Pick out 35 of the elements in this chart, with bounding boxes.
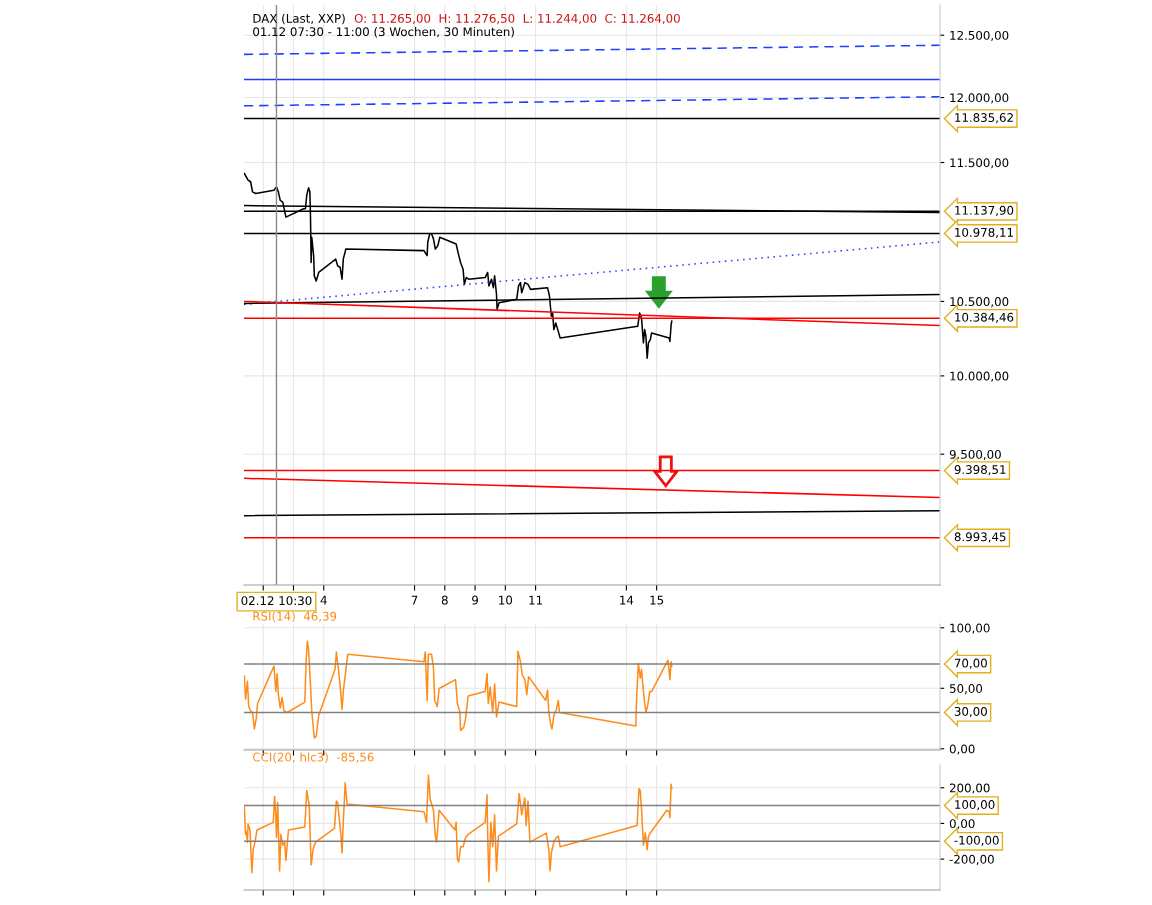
- y-tick-label: 0,00: [949, 819, 975, 830]
- y-tick-label: 12.500,00: [950, 30, 1009, 42]
- y-tick-label: 10.500,00: [950, 297, 1009, 308]
- x-tick-label: 14: [620, 595, 634, 605]
- y-tick-label: 10.000,00: [950, 371, 1009, 382]
- ref-line-label: 9.398,51: [954, 465, 1006, 476]
- ref-line-label: 30,00: [954, 706, 987, 718]
- chart-title: RSI(14) 46,39: [253, 611, 337, 623]
- y-tick-label: 11.500,00: [950, 158, 1009, 169]
- y-tick-label: 9.500,00: [949, 449, 1001, 461]
- ref-line-label: 10.384,46: [955, 312, 1014, 323]
- ref-line-label: 10.978,11: [955, 227, 1013, 239]
- ref-line-label: 02.12 10:30: [241, 596, 312, 606]
- y-tick-label: 12.000,00: [950, 93, 1009, 104]
- ref-line-label: 11.137,90: [955, 205, 1014, 216]
- ref-line-label: 8.993,45: [954, 532, 1006, 543]
- y-tick-label: 100,00: [950, 623, 990, 634]
- y-tick-label: -200,00: [949, 854, 994, 865]
- annotation: O: 11.265,00 H: 11.276,50 L: 11.244,00 C: 11.264,00: [354, 13, 680, 25]
- x-tick-label: 11: [529, 595, 543, 605]
- x-tick-label: 15: [650, 595, 664, 605]
- x-tick-label: 10: [499, 595, 513, 605]
- y-tick-label: 200,00: [949, 783, 990, 794]
- y-tick-label: 50,00: [949, 684, 983, 695]
- ref-line-label: 70,00: [954, 658, 987, 669]
- ref-line-label: -100,00: [954, 835, 999, 846]
- ref-line-label: 11.835,62: [955, 113, 1013, 124]
- text: 01.12 07:30 - 11:00 (3 Wochen, 30 Minuten): [253, 27, 514, 38]
- y-tick-label: 0,00: [949, 744, 975, 755]
- x-tick-label: 7: [411, 595, 418, 605]
- chart-title: CCI(20, hlc3) -85,56: [253, 752, 374, 763]
- x-tick-label: 9: [472, 595, 478, 605]
- text: DAX (Last, XXP): [253, 13, 345, 25]
- x-tick-label: 8: [441, 595, 448, 605]
- x-tick-label: 4: [320, 595, 327, 605]
